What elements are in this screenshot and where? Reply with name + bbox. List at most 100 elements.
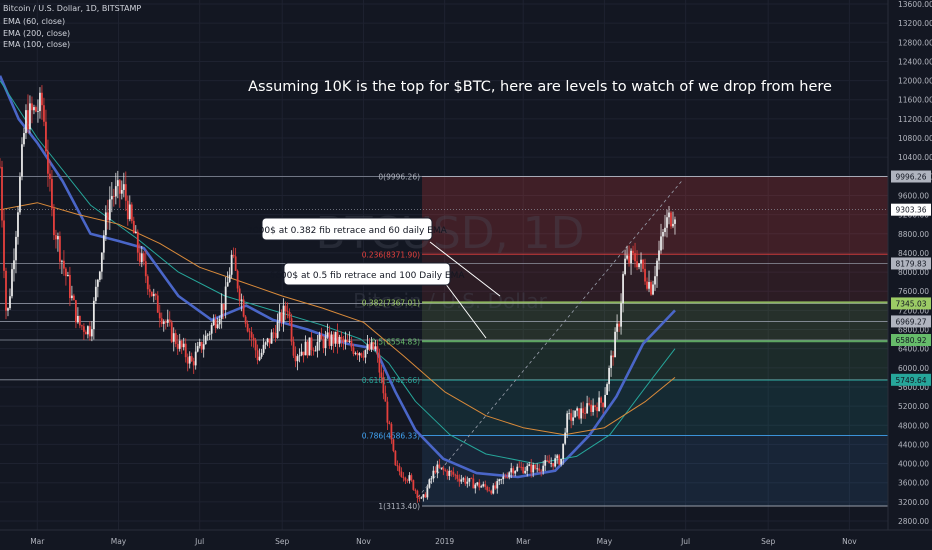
candle-body: [308, 337, 311, 356]
candle: [368, 338, 371, 352]
candle: [418, 495, 421, 502]
candle: [43, 97, 45, 127]
candle: [634, 242, 636, 268]
candle: [102, 230, 105, 260]
candle-body: [276, 321, 279, 338]
candle-body: [234, 256, 237, 271]
candle: [576, 406, 579, 417]
candle-body: [500, 479, 503, 480]
candle: [626, 245, 628, 261]
candle-body: [55, 235, 57, 240]
candle: [416, 489, 419, 503]
candle-body: [1, 167, 3, 221]
candle: [328, 325, 331, 349]
candle-body: [388, 422, 391, 424]
candle-body: [68, 274, 71, 299]
candle: [632, 245, 634, 260]
candle-body: [368, 344, 371, 350]
candle: [126, 195, 129, 226]
candle-body: [606, 384, 608, 395]
candle-body: [428, 479, 431, 488]
candle: [182, 337, 185, 351]
candle-body: [354, 353, 357, 354]
candle-body: [578, 408, 581, 419]
candle-body: [528, 464, 531, 466]
candle-body: [248, 331, 251, 333]
candle: [116, 170, 119, 199]
candle-body: [352, 347, 355, 354]
ema100-line: [0, 80, 676, 465]
candle: [664, 215, 666, 237]
candle-body: [208, 333, 211, 335]
candle: [410, 473, 413, 482]
candle: [458, 474, 461, 487]
candle-body: [552, 463, 555, 467]
candle-body: [70, 295, 73, 299]
candle-body: [656, 260, 658, 277]
candle-body: [374, 346, 377, 350]
trendline[interactable]: [417, 180, 682, 498]
candle: [218, 315, 221, 329]
candle: [140, 245, 143, 268]
candle-body: [19, 176, 21, 213]
candle-body: [378, 354, 381, 373]
time-axis[interactable]: Mar May Jul Sep Nov 2019 Mar May Jul Sep Nov: [0, 529, 932, 550]
candle-body: [284, 305, 287, 312]
candle-body: [622, 274, 624, 304]
badge-7345.03: 7345.03: [891, 297, 931, 310]
candle-body: [646, 281, 648, 289]
trendline-line[interactable]: [417, 180, 682, 498]
candle-body: [146, 276, 149, 290]
candle: [508, 471, 511, 480]
callout-1[interactable]: 7000$ at 0.382 fib retrace and 60 daily …: [247, 217, 501, 297]
candle: [240, 293, 243, 312]
candle-body: [124, 184, 127, 201]
candle-body: [548, 460, 551, 464]
callout-2[interactable]: 6600$ at 0.5 fib retrace and 100 Daily E…: [269, 262, 487, 339]
candle: [232, 247, 235, 259]
candle-body: [514, 470, 517, 474]
candle: [570, 408, 573, 429]
badge-text: 6580.92: [895, 336, 926, 345]
candle: [610, 350, 612, 377]
candle: [98, 270, 101, 283]
price-tick-label: 6800.00: [898, 326, 929, 335]
candle: [568, 409, 571, 420]
candle: [110, 182, 113, 213]
callout-1-text: 7000$ at 0.382 fib retrace and 60 daily …: [247, 226, 447, 236]
price-tick-label: 12000.00: [898, 77, 932, 86]
badge-bg: [891, 334, 931, 347]
candle: [486, 485, 489, 493]
candle: [560, 458, 563, 467]
legend-ema100[interactable]: EMA (100, close): [3, 40, 70, 49]
candle-body: [402, 476, 405, 478]
candle-body: [666, 217, 668, 228]
candle-body: [138, 252, 141, 263]
headline: Assuming 10K is the top for $BTC, here a…: [248, 79, 832, 95]
candle-body: [92, 300, 95, 330]
candle: [236, 269, 239, 293]
price-axis[interactable]: 2800.00 3200.00 3600.00 4000.00 4400.00 4800.…: [887, 0, 932, 550]
candle: [352, 343, 355, 357]
candle-body: [506, 477, 509, 479]
candle-body: [370, 342, 373, 350]
candle: [132, 216, 135, 234]
legend-ema200[interactable]: EMA (200, close): [3, 29, 70, 38]
candle: [306, 339, 309, 359]
candle: [266, 337, 269, 347]
candle: [364, 349, 367, 364]
candle-body: [214, 319, 217, 329]
candle-body: [180, 340, 183, 348]
candle-body: [454, 474, 457, 476]
candle: [358, 352, 361, 362]
candle: [346, 334, 349, 343]
candle-body: [424, 494, 427, 498]
legend-ema60[interactable]: EMA (60, close): [3, 17, 65, 26]
candle: [356, 350, 359, 360]
callout-2-text: 6600$ at 0.5 fib retrace and 100 Daily E…: [269, 271, 465, 281]
candle: [666, 209, 668, 238]
candle-body: [3, 220, 5, 271]
badge-text: 6969.27: [895, 317, 926, 326]
candle-body: [178, 340, 181, 349]
